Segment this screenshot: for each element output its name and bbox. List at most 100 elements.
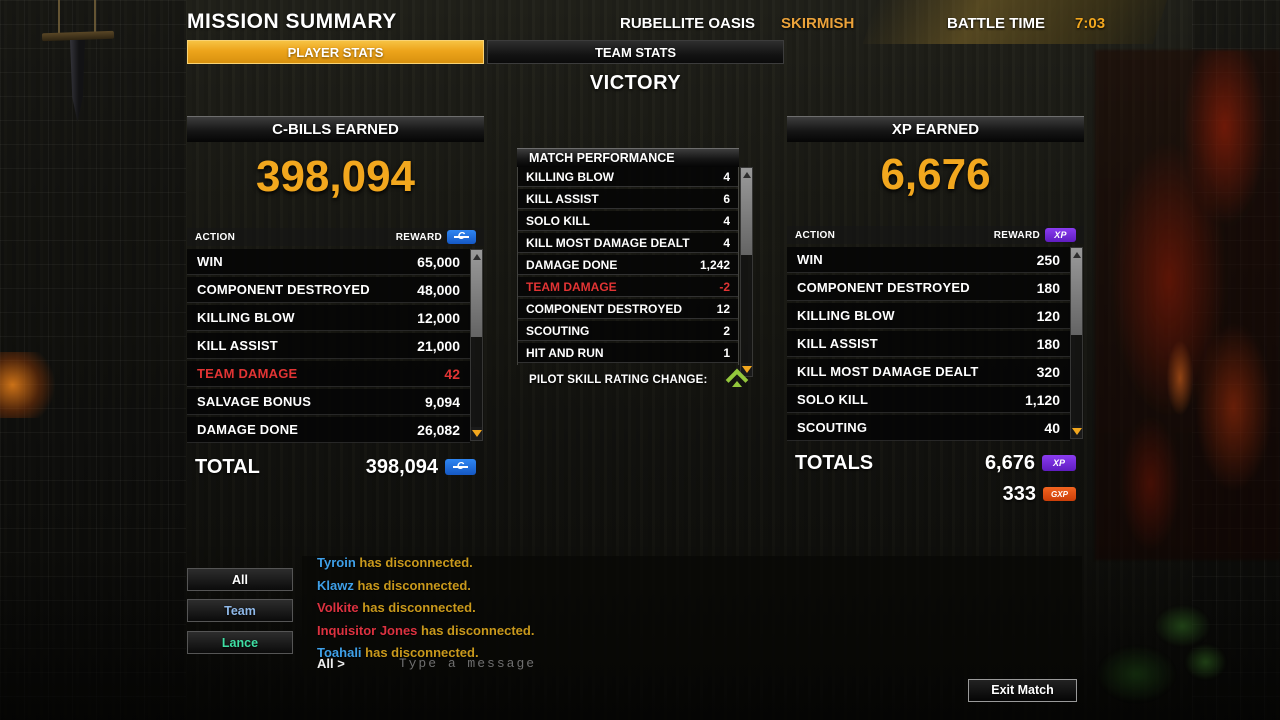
- chat-player-name: Volkite: [317, 600, 359, 615]
- row-value: 12,000: [417, 309, 460, 326]
- row-label: HIT AND RUN: [526, 345, 604, 360]
- scroll-down-icon[interactable]: [471, 427, 482, 440]
- row-value: 1: [723, 345, 730, 360]
- scrollbar-thumb[interactable]: [1071, 248, 1082, 336]
- table-row: SCOUTING 40: [787, 415, 1070, 441]
- row-value: 40: [1044, 419, 1060, 436]
- row-value: 42: [444, 365, 460, 382]
- chat-message: Tyroin has disconnected.: [317, 555, 473, 570]
- xp-totals-label: TOTALS: [795, 451, 874, 474]
- performance-table: KILLING BLOW 4 KILL ASSIST 6 SOLO KILL 4…: [517, 167, 739, 365]
- table-row: KILL MOST DAMAGE DEALT 4: [518, 233, 738, 253]
- xp-table: WIN 250 COMPONENT DESTROYED 180 KILLING …: [787, 247, 1070, 443]
- chat-player-name: Klawz: [317, 577, 354, 593]
- cbills-total-label: TOTAL: [195, 455, 260, 478]
- table-row: COMPONENT DESTROYED 180: [787, 275, 1070, 301]
- chat-message: Inquisitor Jones has disconnected.: [317, 622, 535, 638]
- gxp-total-value: 333: [1002, 482, 1036, 505]
- psr-up-icon: [723, 368, 751, 392]
- cbills-panel-header: C-BILLS EARNED: [187, 116, 484, 142]
- map-name: RUBELLITE OASIS: [620, 15, 756, 32]
- table-row-team-damage: TEAM DAMAGE 42: [187, 361, 470, 387]
- result-banner: VICTORY: [589, 72, 682, 94]
- exit-match-button[interactable]: Exit Match: [968, 679, 1077, 702]
- row-value: 4: [723, 169, 730, 184]
- scroll-up-icon[interactable]: [472, 254, 481, 260]
- tab-team-stats[interactable]: TEAM STATS: [487, 40, 784, 64]
- row-label: COMPONENT DESTROYED: [197, 282, 370, 297]
- row-label: KILLING BLOW: [197, 310, 295, 325]
- row-value: 1,242: [699, 257, 730, 272]
- table-row: SOLO KILL 4: [518, 211, 738, 231]
- chat-message-list: Tyroin has disconnected. Klawz has disco…: [317, 552, 1067, 665]
- cbills-scrollbar[interactable]: [470, 249, 483, 441]
- chat-player-name: Inquisitor Jones: [317, 622, 418, 638]
- scroll-up-icon[interactable]: [742, 172, 751, 178]
- row-label: DAMAGE DONE: [526, 257, 618, 272]
- xp-total-value: 6,676: [984, 451, 1035, 474]
- scroll-down-icon[interactable]: [741, 363, 752, 376]
- row-label: SALVAGE BONUS: [197, 394, 312, 409]
- chat-channel-team-button[interactable]: Team: [187, 599, 293, 622]
- xp-icon: XP: [1045, 228, 1076, 242]
- row-label: SOLO KILL: [526, 213, 590, 228]
- chat-channel-lance-button[interactable]: Lance: [187, 631, 293, 654]
- table-row: KILL MOST DAMAGE DEALT 320: [787, 359, 1070, 385]
- xp-scrollbar[interactable]: [1070, 247, 1083, 439]
- row-value: 4: [723, 213, 730, 228]
- table-row: COMPONENT DESTROYED 12: [518, 299, 738, 319]
- row-label: SCOUTING: [797, 420, 868, 435]
- row-label: WIN: [197, 254, 223, 269]
- cbills-col-action: ACTION: [195, 231, 236, 243]
- battle-time-label: BATTLE TIME: [947, 15, 1046, 32]
- tab-player-stats[interactable]: PLAYER STATS: [187, 40, 484, 64]
- row-value: 120: [1036, 307, 1060, 324]
- gxp-icon: GXP: [1043, 487, 1076, 501]
- table-row: KILL ASSIST 180: [787, 331, 1070, 357]
- table-row: SALVAGE BONUS 9,094: [187, 389, 470, 415]
- psr-row: PILOT SKILL RATING CHANGE:: [517, 368, 763, 392]
- chat-input-row: All >: [317, 654, 1067, 672]
- row-label: KILLING BLOW: [797, 308, 895, 323]
- chat-player-name: Toahali: [317, 645, 362, 660]
- table-row: DAMAGE DONE 26,082: [187, 417, 470, 443]
- cbills-col-reward: REWARD: [395, 231, 442, 243]
- chat-channel-all-button[interactable]: All: [187, 568, 293, 591]
- scrollbar-thumb[interactable]: [471, 250, 482, 338]
- scrollbar-thumb[interactable]: [741, 168, 752, 256]
- chat-message: Volkite has disconnected.: [317, 600, 476, 615]
- row-value: 180: [1036, 335, 1060, 352]
- xp-column-header: ACTION REWARD XP: [787, 226, 1084, 244]
- row-value: 65,000: [417, 253, 460, 270]
- table-row: KILLING BLOW 120: [787, 303, 1070, 329]
- chat-input[interactable]: [396, 654, 1067, 672]
- battle-time-group: BATTLE TIME 7:03: [947, 15, 1105, 32]
- row-label: COMPONENT DESTROYED: [797, 280, 970, 295]
- row-label: DAMAGE DONE: [197, 422, 299, 437]
- row-label: SCOUTING: [526, 323, 590, 338]
- xp-col-reward: REWARD: [993, 229, 1040, 241]
- row-value: 320: [1036, 363, 1060, 380]
- scroll-down-icon[interactable]: [1071, 425, 1082, 438]
- xp-icon: XP: [1042, 455, 1076, 471]
- row-value: 180: [1036, 279, 1060, 296]
- row-label: WIN: [797, 252, 823, 267]
- row-value: 4: [723, 235, 730, 250]
- chat-active-channel: All >: [317, 655, 345, 671]
- battle-time-value: 7:03: [1075, 15, 1106, 32]
- gxp-total-row: 333 GXP: [787, 482, 1084, 506]
- table-row: HIT AND RUN 1: [518, 343, 738, 363]
- row-label: TEAM DAMAGE: [197, 366, 298, 381]
- table-row: WIN 65,000: [187, 249, 470, 275]
- background-orange-glow: [0, 352, 62, 418]
- table-row: KILLING BLOW 12,000: [187, 305, 470, 331]
- table-row: KILL ASSIST 6: [518, 189, 738, 209]
- chat-player-name: Tyroin: [317, 555, 356, 570]
- scroll-up-icon[interactable]: [1072, 252, 1081, 258]
- background-hanging-structure: [28, 0, 138, 150]
- chat-message: Klawz has disconnected.: [317, 577, 471, 593]
- page-title: MISSION SUMMARY: [187, 10, 397, 33]
- row-label: KILL ASSIST: [526, 191, 599, 206]
- row-value: 26,082: [417, 421, 460, 438]
- performance-scrollbar[interactable]: [740, 167, 753, 377]
